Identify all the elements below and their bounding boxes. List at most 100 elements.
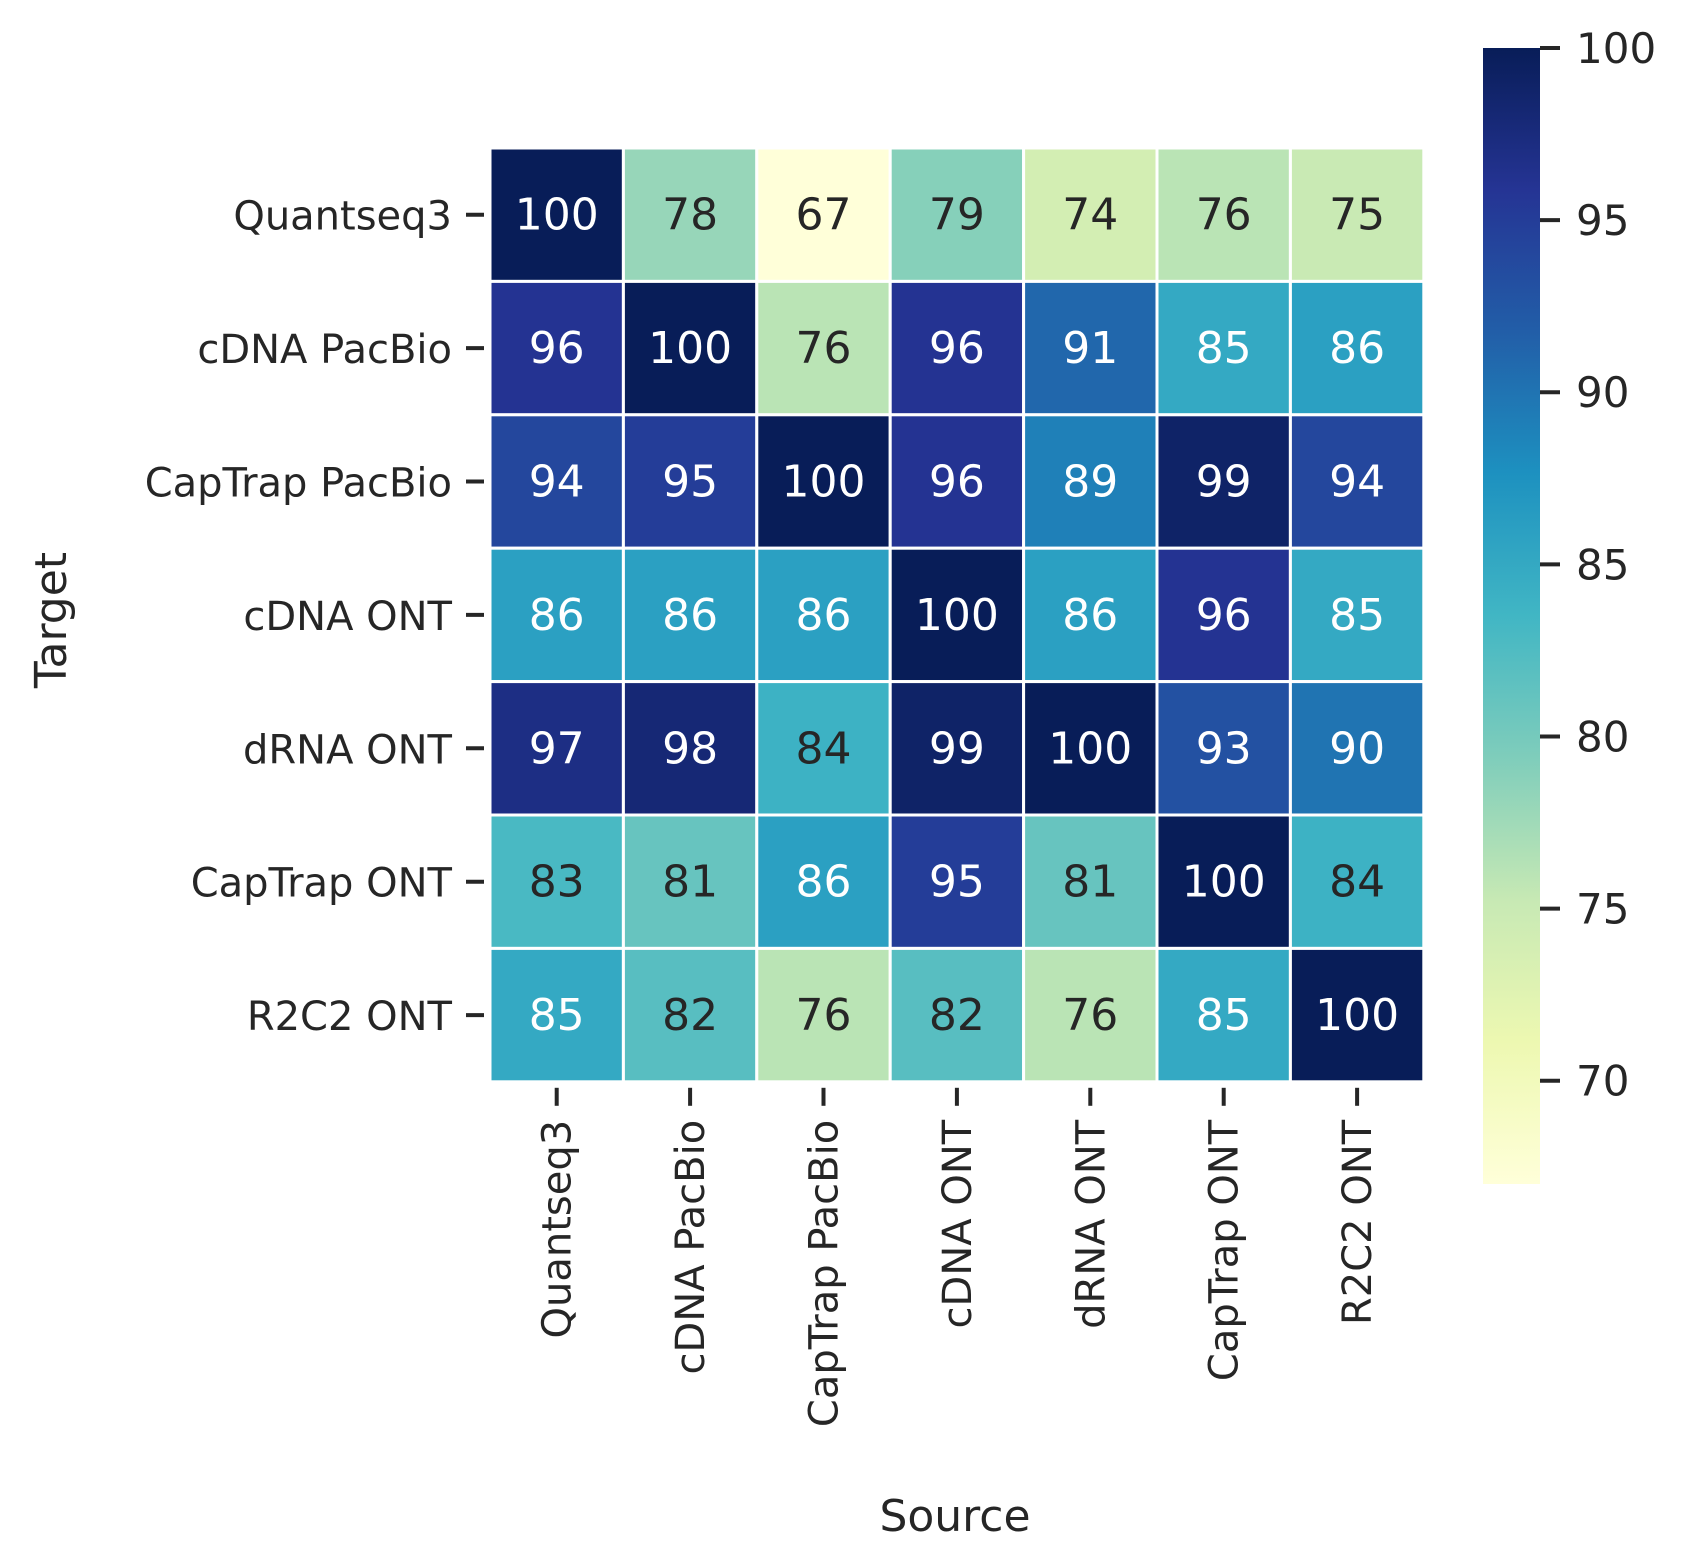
colorbar-tick-label: 70 [1576,1057,1629,1106]
cell-value-label: 76 [1196,190,1252,241]
cell-value-label: 76 [1062,990,1118,1041]
cell-value-label: 85 [1196,323,1252,374]
cell-value-label: 99 [1196,457,1252,508]
cell-value-label: 94 [529,457,585,508]
heatmap-cell [621,546,759,684]
colorbar-tick-label: 100 [1576,24,1656,73]
cell-value-label: 100 [1315,990,1399,1041]
cell-value-label: 100 [648,323,732,374]
cell-value-label: 93 [1196,723,1252,774]
colorbar: 70 75 80 85 90 95 100 [1483,24,1656,1184]
cell-value-label: 78 [662,190,718,241]
colorbar-tick-label: 90 [1576,368,1629,417]
x-tick-label: cDNA PacBio [668,1120,714,1375]
heatmap-cell [621,413,759,550]
y-tick-label: CapTrap PacBio [145,461,452,507]
cell-value-label: 100 [515,190,599,241]
colorbar-tick-label: 75 [1576,885,1629,934]
cell-value-label: 91 [1062,323,1118,374]
x-axis-label: Source [879,1491,1030,1542]
heatmap-cell [488,946,625,1084]
heatmap-cell [1288,546,1426,684]
cell-value-label: 84 [1329,857,1385,908]
heatmap-cell [888,413,1026,550]
cell-value-label: 94 [1329,457,1385,508]
y-axis-label: Target [26,552,77,689]
x-tick-label: Quantseq3 [535,1120,581,1339]
heatmap-cell [1155,946,1292,1084]
x-tick-label: R2C2 ONT [1335,1119,1381,1325]
heatmap-cell [1155,413,1292,550]
heatmap-cell [1155,146,1292,283]
cell-value-label: 86 [796,590,852,641]
cell-value-label: 90 [1329,723,1385,774]
heatmap-cell [888,813,1026,950]
colorbar-tick-label: 85 [1576,540,1629,589]
heatmap-cell [755,413,892,550]
heatmap-cell [1022,279,1159,417]
cell-value-label: 81 [1062,857,1118,908]
heatmap-cell [488,813,625,950]
x-tick-label: CapTrap ONT [1202,1119,1248,1381]
y-tick-label: cDNA ONT [243,594,452,640]
y-tick-label: Quantseq3 [233,194,452,240]
cell-value-label: 84 [796,723,852,774]
cell-value-label: 85 [529,990,585,1041]
cell-value-label: 82 [662,990,718,1041]
cell-value-label: 97 [529,723,585,774]
heatmap-cell [755,680,892,817]
cell-value-label: 95 [662,457,718,508]
y-tick-label: CapTrap ONT [191,861,453,907]
cell-value-label: 67 [796,190,852,241]
x-tick-label: CapTrap PacBio [802,1120,848,1427]
cell-value-label: 100 [1182,857,1266,908]
heatmap-cell [1155,546,1292,684]
y-tick-label: cDNA PacBio [197,327,452,373]
heatmap-cells: 100 78 67 79 74 76 75 96 100 76 96 91 85 86 94 95 100 96 8… [488,146,1426,1084]
cell-value-label: 96 [929,457,985,508]
cell-value-label: 86 [529,590,585,641]
cell-value-label: 83 [529,857,585,908]
heatmap-cell [488,279,625,417]
heatmap-cell [888,946,1026,1084]
cell-value-label: 96 [929,323,985,374]
cell-value-label: 81 [662,857,718,908]
heatmap-cell [1022,413,1159,550]
cell-value-label: 100 [915,590,999,641]
colorbar-tick-label: 80 [1576,712,1629,761]
cell-value-label: 98 [662,723,718,774]
cell-value-label: 99 [929,723,985,774]
x-tick-labels: Quantseq3 cDNA PacBio CapTrap PacBio cDNA O… [535,1087,1381,1427]
heatmap-cell [1288,413,1426,550]
colorbar-gradient [1483,48,1540,1184]
cell-value-label: 100 [782,457,866,508]
colorbar-ticks: 70 75 80 85 90 95 100 [1540,24,1656,1106]
cell-value-label: 100 [1048,723,1132,774]
cell-value-label: 76 [796,323,852,374]
cell-value-label: 75 [1329,190,1385,241]
cell-value-label: 85 [1329,590,1385,641]
cell-value-label: 86 [796,857,852,908]
cell-value-label: 74 [1062,190,1118,241]
y-tick-labels: Quantseq3 cDNA PacBio CapTrap PacBio cDNA O… [145,194,484,1040]
heatmap-cell [621,146,759,283]
x-tick-label: cDNA ONT [935,1119,981,1328]
cell-value-label: 86 [1329,323,1385,374]
y-tick-label: dRNA ONT [243,727,453,773]
heatmap-cell [488,146,625,283]
cell-value-label: 79 [929,190,985,241]
heatmap-cell [755,279,892,417]
heatmap-cell [1022,813,1159,950]
colorbar-tick-label: 95 [1576,196,1629,245]
cell-value-label: 86 [662,590,718,641]
cell-value-label: 86 [1062,590,1118,641]
heatmap-cell [1288,813,1426,950]
cell-value-label: 76 [796,990,852,1041]
heatmap-cell [488,546,625,684]
heatmap-cell [1022,946,1159,1084]
cell-value-label: 96 [1196,590,1252,641]
cell-value-label: 96 [529,323,585,374]
heatmap-cell [488,680,625,817]
heatmap-cell [755,946,892,1084]
